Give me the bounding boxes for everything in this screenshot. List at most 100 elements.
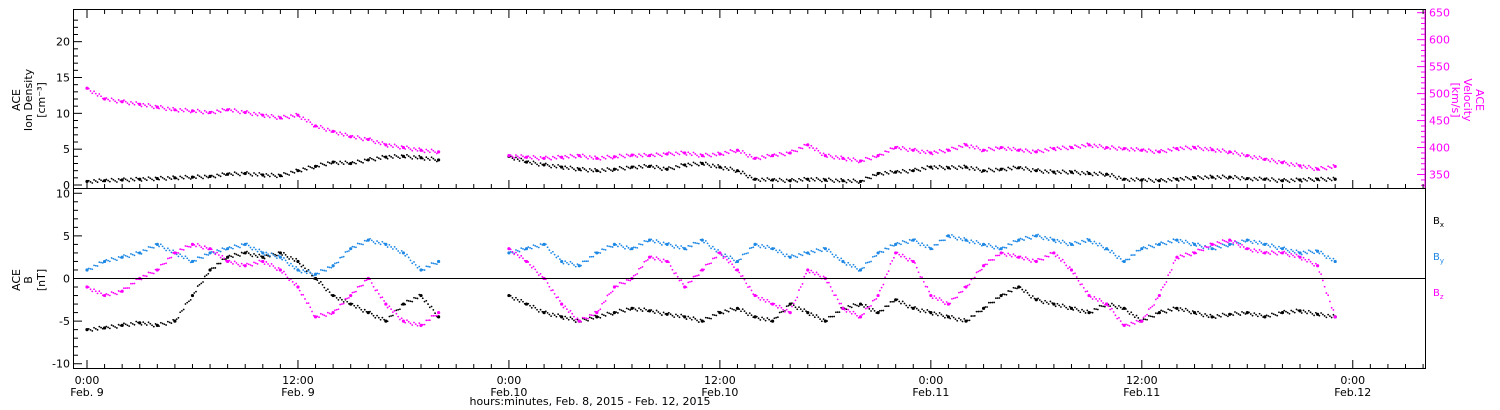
top-left-tick-label: 20 <box>56 36 70 49</box>
bottom-bx-fill-dot <box>1111 302 1113 305</box>
top-ion-density-fill-dot <box>1077 172 1080 175</box>
top-panel-frame <box>73 9 1426 189</box>
bottom-bz-fill-dot <box>98 290 101 293</box>
top-velocity-fill-dot <box>274 116 277 119</box>
bottom-bx-fill-dot <box>729 307 732 310</box>
bottom-bz-fill-dot <box>1202 249 1205 252</box>
top-ion-density-fill-dot <box>300 170 303 173</box>
top-ion-density-point <box>1122 177 1126 181</box>
bottom-bx-fill-dot <box>653 312 656 315</box>
top-ion-density-fill-dot <box>513 158 516 161</box>
bottom-bx-fill-dot <box>882 309 885 312</box>
bottom-bx-fill-dot <box>1082 310 1085 313</box>
bottom-bx-fill-dot <box>1023 291 1025 293</box>
bottom-bz-fill-dot <box>1160 289 1163 291</box>
bottom-by-fill-dot <box>1119 257 1122 260</box>
bottom-bx-fill-dot <box>193 292 196 294</box>
top-velocity-point <box>173 108 177 112</box>
top-ion-density-fill-dot <box>144 178 146 180</box>
bottom-bz-fill-dot <box>977 270 980 273</box>
bottom-bx-fill-dot <box>745 312 748 315</box>
bottom-bz-fill-dot <box>351 291 354 294</box>
bottom-bx-fill-dot <box>629 309 632 311</box>
top-ion-density-fill-dot <box>1093 171 1096 174</box>
top-ion-density-fill-dot <box>532 160 535 163</box>
top-velocity-point <box>1298 164 1302 168</box>
bottom-by-fill-dot <box>1111 249 1113 252</box>
bottom-by-fill-dot <box>307 269 310 272</box>
bottom-by-fill-dot <box>580 264 582 267</box>
bottom-bz-fill-dot <box>221 254 224 257</box>
bottom-by-fill-dot <box>1109 251 1112 254</box>
top-velocity-fill-dot <box>1205 148 1208 150</box>
top-velocity-fill-dot <box>731 149 734 152</box>
bottom-bx-fill-dot <box>590 317 593 320</box>
bottom-bx-fill-dot <box>249 253 252 256</box>
bottom-by-fill-dot <box>901 240 904 242</box>
bottom-bx-fill-dot <box>1256 315 1259 318</box>
bottom-bx-point <box>718 310 722 315</box>
top-velocity-fill-dot <box>355 137 357 140</box>
top-velocity-fill-dot <box>604 157 607 160</box>
bottom-bz-point <box>102 293 107 298</box>
bottom-bz-fill-dot <box>813 273 816 276</box>
top-velocity-fill-dot <box>1169 149 1171 151</box>
top-right-tick-label: 600 <box>1429 34 1450 47</box>
top-velocity-fill-dot <box>1026 149 1029 152</box>
bottom-by-fill-dot <box>1060 242 1062 244</box>
bottom-bx-fill-dot <box>847 304 850 307</box>
bottom-bx-fill-dot <box>404 303 407 306</box>
bottom-bx-fill-dot <box>362 310 364 313</box>
bottom-bx-fill-dot <box>414 297 417 300</box>
bottom-by-fill-dot <box>529 246 531 249</box>
bottom-bz-fill-dot <box>1118 316 1120 319</box>
bottom-bx-fill-dot <box>144 322 146 325</box>
bottom-by-point <box>1105 247 1109 251</box>
bottom-bz-fill-dot <box>239 265 241 268</box>
bottom-bx-fill-dot <box>617 312 619 314</box>
top-velocity-fill-dot <box>1067 148 1069 151</box>
bottom-bx-fill-dot <box>1103 305 1106 308</box>
bottom-by-fill-dot <box>161 245 164 248</box>
bottom-bx-fill-dot <box>1169 309 1171 311</box>
bottom-bx-fill-dot <box>1320 312 1323 314</box>
bottom-bx-fill-dot <box>1313 314 1315 317</box>
top-ion-density-fill-dot <box>235 172 238 175</box>
top-velocity-fill-dot <box>290 114 292 116</box>
top-ion-density-fill-dot <box>198 175 201 178</box>
bottom-by-fill-dot <box>752 246 755 249</box>
bottom-bz-fill-dot <box>551 289 554 291</box>
legend-bz: Bz <box>1433 288 1444 301</box>
bottom-by-fill-dot <box>1278 245 1280 248</box>
bottom-bx-fill-dot <box>1241 311 1243 313</box>
bottom-by-fill-dot <box>281 258 284 261</box>
top-velocity-fill-dot <box>566 155 568 158</box>
top-ion-density-fill-dot <box>163 177 166 180</box>
top-ion-density-point <box>1245 176 1249 181</box>
bottom-bz-fill-dot <box>1256 251 1259 254</box>
top-velocity-fill-dot <box>708 154 711 157</box>
top-velocity-fill-dot <box>1137 148 1140 151</box>
bottom-by-fill-dot <box>362 243 364 246</box>
bottom-bx-fill-dot <box>1060 306 1062 308</box>
bottom-bx-fill-dot <box>96 328 99 331</box>
x-tick-date: Feb. 9 <box>70 386 103 399</box>
bottom-bx-fill-dot <box>203 275 206 278</box>
bottom-bz-fill-dot <box>1132 322 1134 325</box>
top-velocity-point <box>331 129 335 133</box>
top-velocity-point <box>753 156 757 160</box>
top-ion-density-fill-dot <box>979 169 981 172</box>
top-velocity-fill-dot <box>724 150 727 153</box>
bottom-by-fill-dot <box>768 246 771 249</box>
bottom-bz-fill-dot <box>321 313 324 316</box>
top-ion-density-fill-dot <box>152 179 155 182</box>
bottom-by-fill-dot <box>722 255 725 258</box>
bottom-by-fill-dot <box>1003 246 1006 249</box>
top-ion-density-fill-dot <box>871 173 874 176</box>
bottom-bz-fill-dot <box>659 259 662 262</box>
top-ion-density-fill-dot <box>1232 177 1235 180</box>
top-velocity-fill-dot <box>908 147 911 150</box>
bottom-by-fill-dot <box>195 260 197 262</box>
bottom-bz-fill-dot <box>782 308 785 311</box>
bottom-bx-fill-dot <box>966 319 969 322</box>
